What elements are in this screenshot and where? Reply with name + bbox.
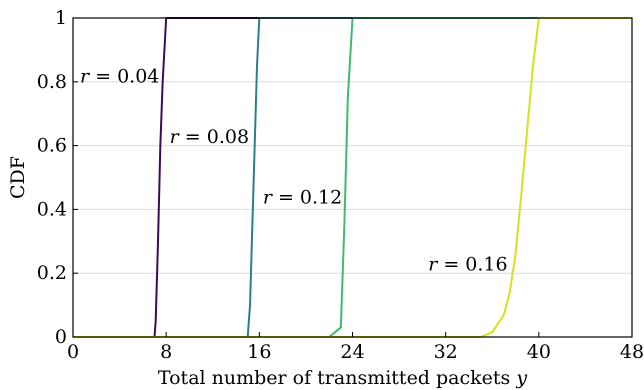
- curve-annotations: r = 0.04 r = 0.08 r = 0.12 r = 0.16: [80, 65, 508, 275]
- x-axis-label-main: Total number of transmitted packets: [158, 367, 516, 389]
- x-tick-label: 24: [340, 341, 364, 363]
- x-axis-label: Total number of transmitted packets y: [158, 367, 527, 389]
- series-line: [73, 17, 632, 338]
- y-tick-label: 0.4: [37, 198, 67, 220]
- axis-ticks: 0 8 16 24 32 40 48 0 0.2 0.4 0.6 0.8 1: [37, 7, 644, 363]
- curve-label: r = 0.08: [170, 126, 249, 148]
- y-tick-label: 0.6: [37, 135, 67, 157]
- x-tick-label: 0: [67, 341, 79, 363]
- y-tick-label: 0.8: [37, 71, 67, 93]
- curve-label: r = 0.04: [80, 65, 159, 87]
- series-line: [73, 17, 632, 338]
- gridlines: [73, 17, 632, 274]
- x-tick-label: 40: [527, 341, 551, 363]
- x-tick-label: 8: [160, 341, 172, 363]
- series-line: [73, 17, 632, 338]
- x-tick-label: 32: [434, 341, 458, 363]
- x-tick-label: 16: [247, 341, 271, 363]
- y-tick-label: 1: [55, 7, 67, 29]
- y-tick-label: 0: [55, 326, 67, 348]
- curve-label: r = 0.12: [263, 187, 342, 209]
- x-tick-label: 48: [620, 341, 644, 363]
- y-axis-label: CDF: [7, 156, 29, 199]
- y-tick-label: 0.2: [37, 262, 67, 284]
- x-axis-label-variable: y: [515, 367, 527, 389]
- curve-label: r = 0.16: [428, 254, 507, 276]
